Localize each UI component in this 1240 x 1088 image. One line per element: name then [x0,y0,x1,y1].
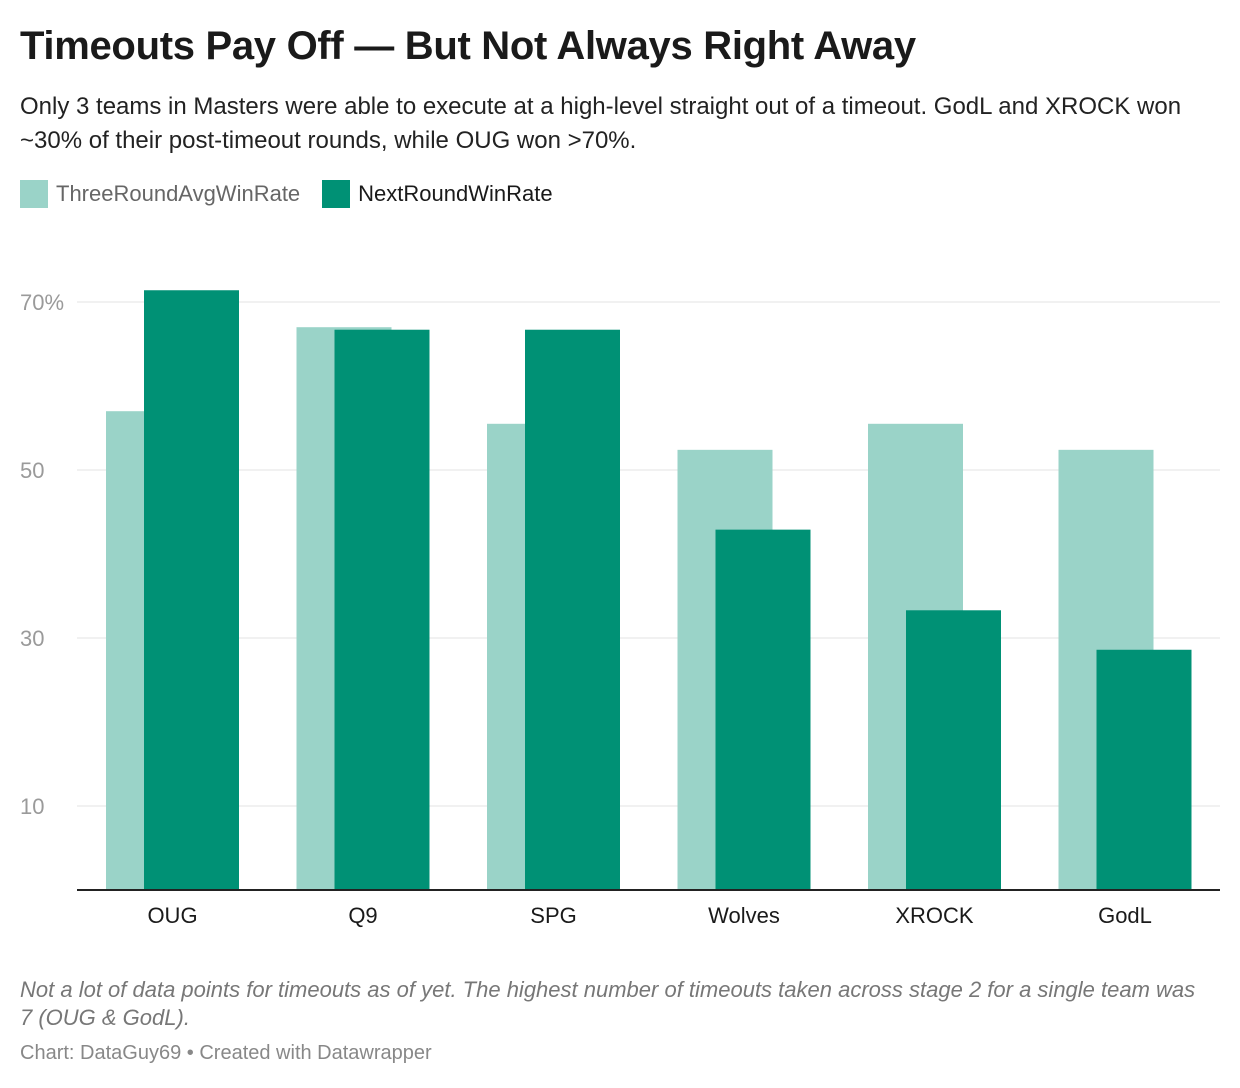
byline: Chart: DataGuy69 • Created with Datawrap… [20,1042,432,1065]
x-category-label: GodL [1098,903,1152,928]
byline-separator: • [186,1042,194,1064]
bar-chart: 70% 50 30 10 OUG Q9 SPG Wolves XROCK GodL [20,290,1220,928]
y-tick-label: 50 [20,458,44,483]
chart-notes: Not a lot of data points for timeouts as… [20,977,1196,1030]
bar-NextRoundWinRate [525,329,620,891]
legend: ThreeRoundAvgWinRate NextRoundWinRate [20,180,553,208]
legend-swatch-light [20,180,48,208]
bar-NextRoundWinRate [715,529,811,890]
bar-NextRoundWinRate [1096,649,1192,890]
legend-label-three-round: ThreeRoundAvgWinRate [56,181,301,206]
bar-NextRoundWinRate [334,329,430,891]
y-tick-label: 70% [20,290,64,315]
y-tick-label: 30 [20,626,44,651]
legend-item-three-round: ThreeRoundAvgWinRate [20,180,300,208]
chart-subtitle: Only 3 teams in Masters were able to exe… [20,93,1182,154]
chart-title: Timeouts Pay Off — But Not Always Right … [20,24,916,68]
x-category-label: XROCK [895,903,974,928]
bar-NextRoundWinRate [144,290,239,890]
byline-source: Chart: DataGuy69 [20,1042,182,1064]
legend-swatch-dark [322,180,351,208]
x-category-label: Q9 [348,903,377,928]
y-tick-label: 10 [20,794,44,819]
legend-item-next-round: NextRoundWinRate [322,180,553,208]
bar-NextRoundWinRate [906,610,1001,890]
x-category-label: Wolves [708,903,780,928]
byline-credit: Created with Datawrapper [199,1042,432,1064]
x-category-label: OUG [147,903,197,928]
legend-label-next-round: NextRoundWinRate [358,181,553,206]
x-category-label: SPG [530,903,576,928]
